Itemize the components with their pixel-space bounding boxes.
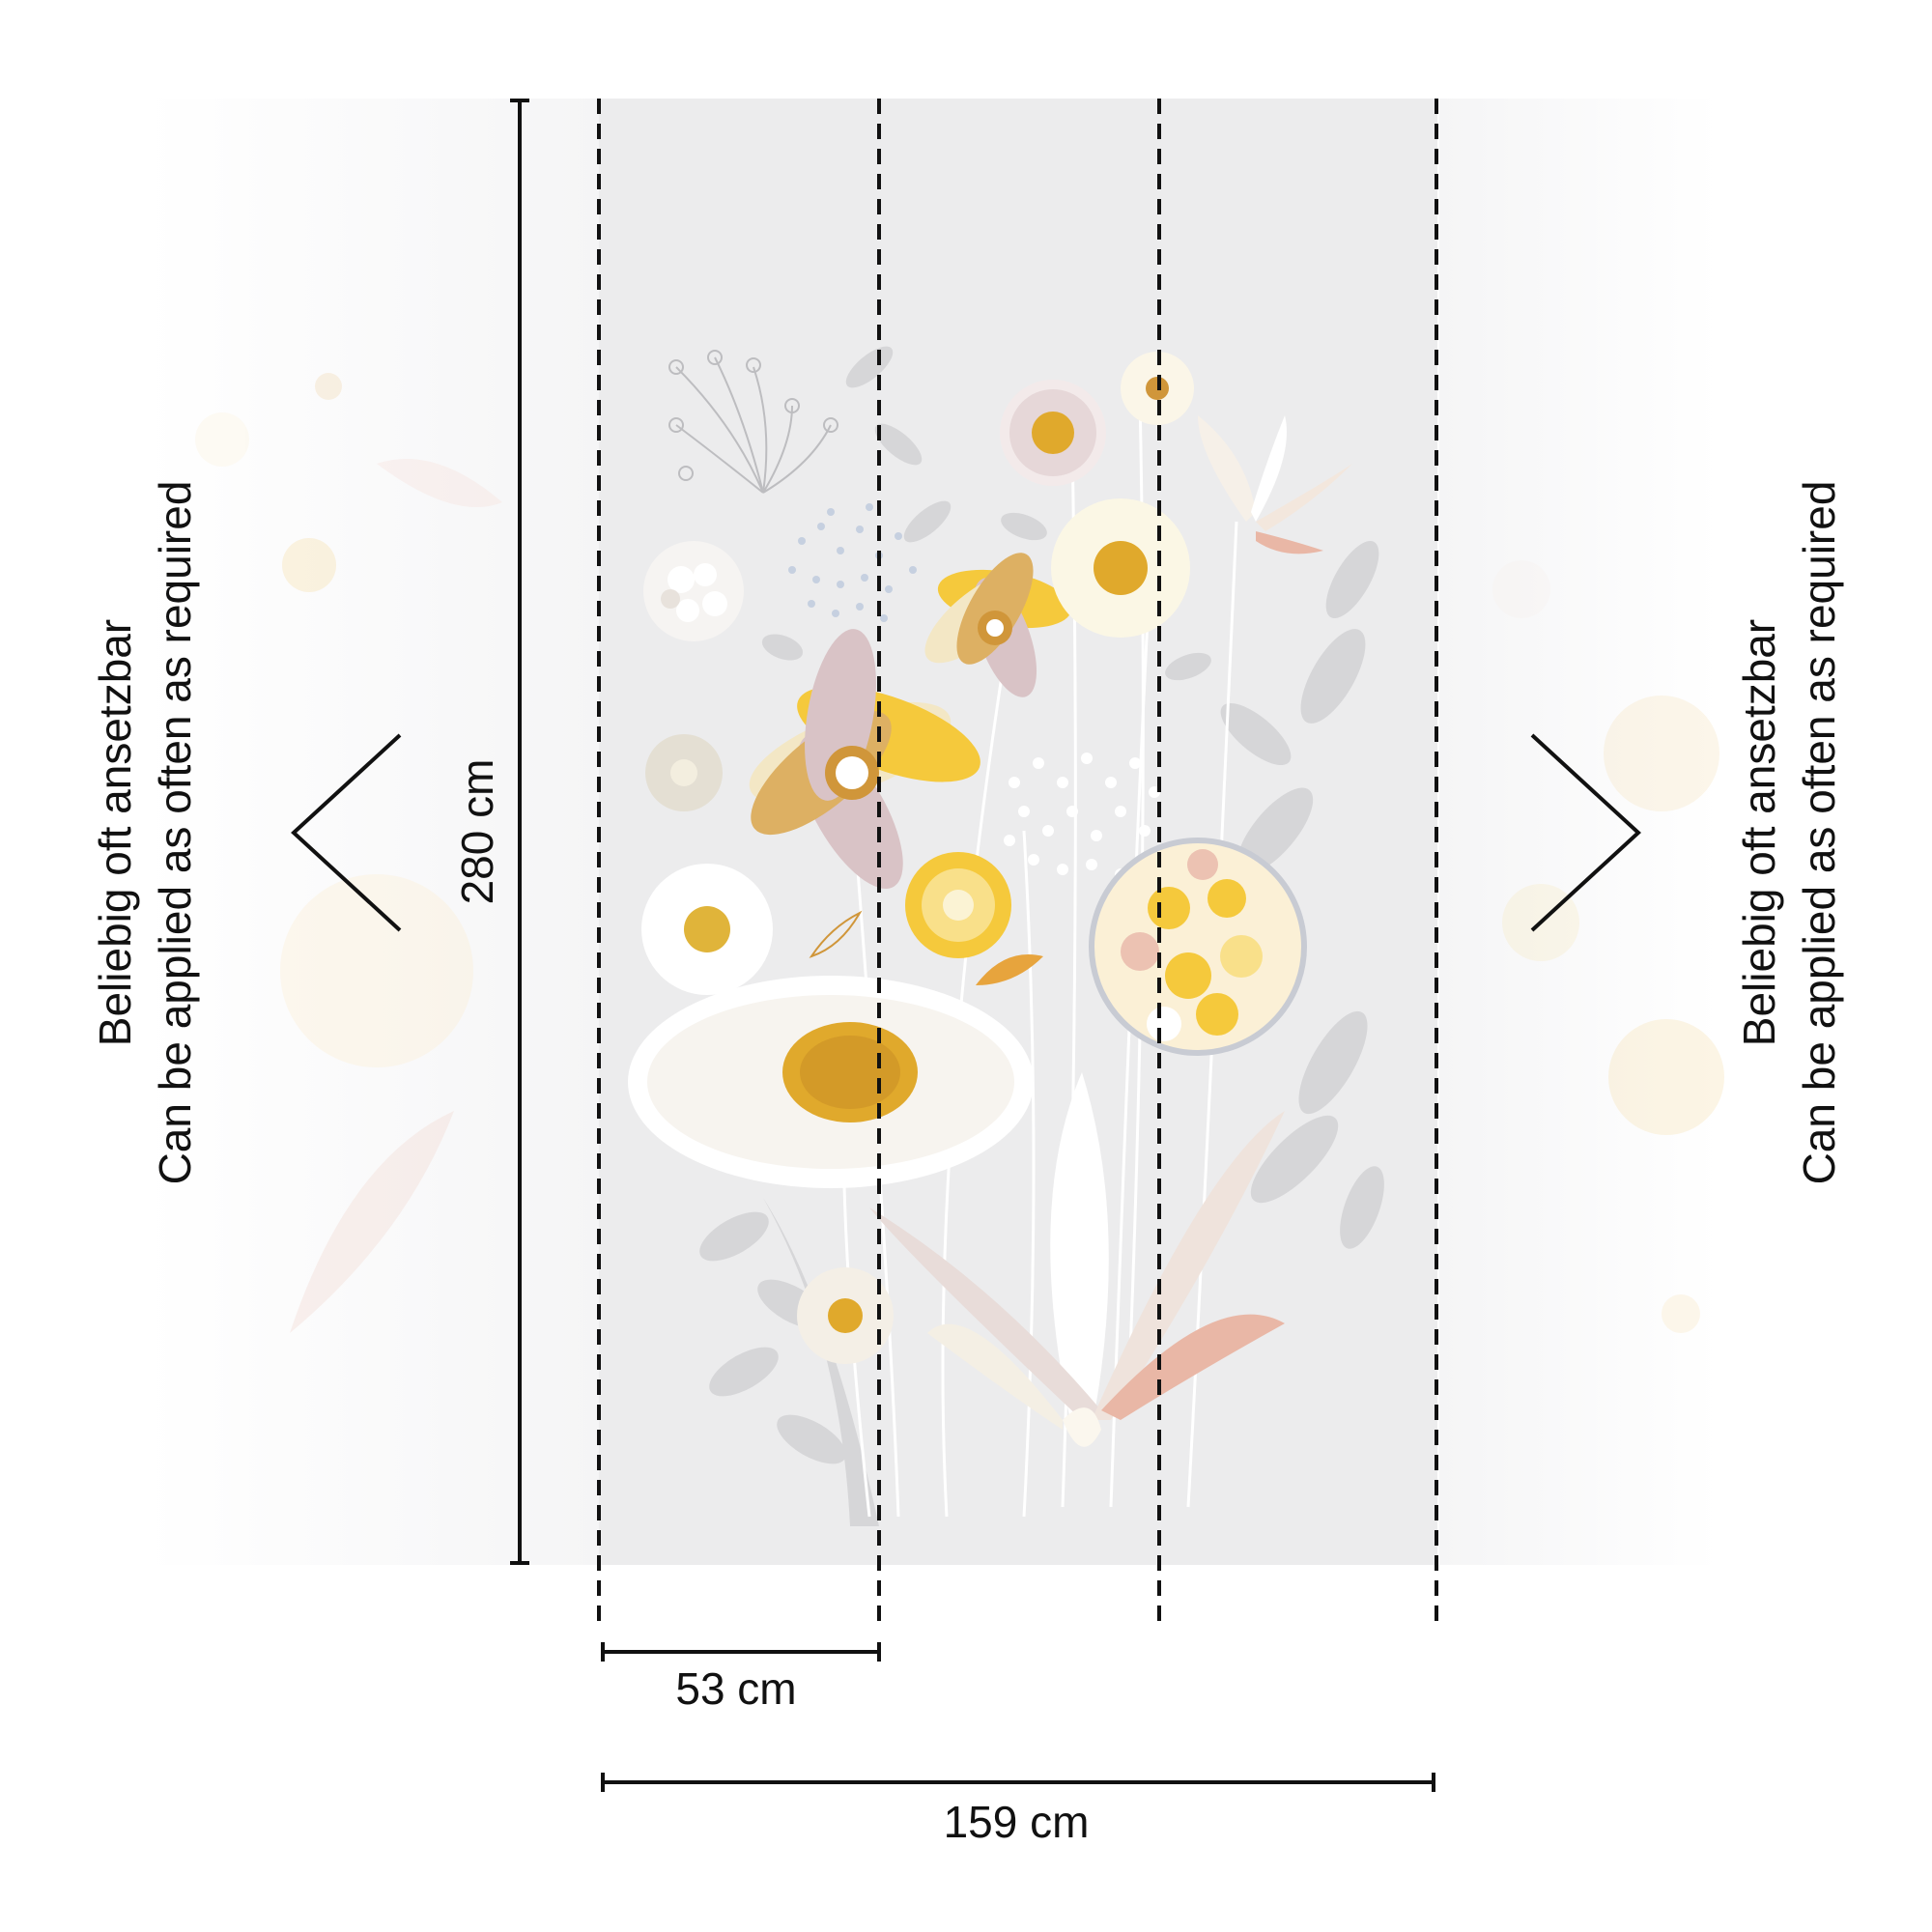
- total-width-label: 159 cm: [944, 1797, 1090, 1847]
- floral-artwork: [628, 346, 1384, 1526]
- repeat-note-right-en: Can be applied as often as required: [1794, 480, 1844, 1185]
- total-width-dimension: [601, 1773, 1435, 1792]
- repeat-note-right: Beliebig oft ansetzbar Can be applied as…: [1729, 481, 1849, 1185]
- repeat-note-left-en: Can be applied as often as required: [150, 480, 200, 1185]
- height-label: 280 cm: [452, 759, 502, 905]
- repeat-note-left: Beliebig oft ansetzbar Can be applied as…: [85, 481, 205, 1185]
- chevron-right-icon: [1530, 733, 1641, 932]
- chevron-left-icon: [291, 733, 402, 932]
- repeat-note-right-de: Beliebig oft ansetzbar: [1734, 618, 1784, 1047]
- faded-motifs-left: [195, 373, 502, 1333]
- height-dimension: [510, 99, 529, 1565]
- repeat-note-left-de: Beliebig oft ansetzbar: [90, 618, 140, 1047]
- panel-width-label: 53 cm: [675, 1663, 796, 1714]
- repeat-preview-left: [145, 99, 599, 1565]
- repeat-preview-right: [1439, 99, 1719, 1565]
- panel-seam-lines: [597, 99, 1438, 1629]
- panel-width-dimension: [601, 1642, 881, 1662]
